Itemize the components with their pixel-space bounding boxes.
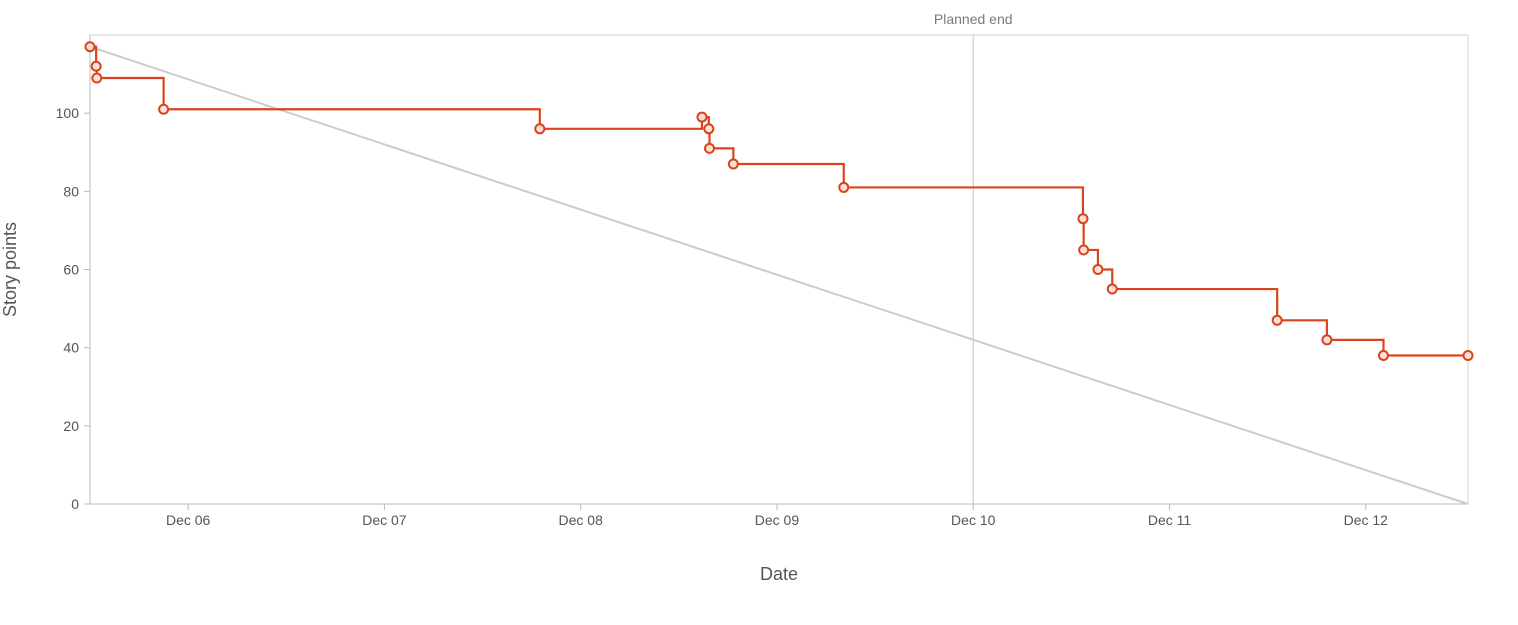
x-tick-label: Dec 12 xyxy=(1344,512,1389,528)
x-tick-label: Dec 06 xyxy=(166,512,211,528)
y-axis-title: Story points xyxy=(0,222,20,317)
y-tick-label: 60 xyxy=(63,262,79,278)
y-tick-label: 80 xyxy=(63,183,79,199)
data-point[interactable] xyxy=(1092,264,1104,275)
data-point[interactable] xyxy=(1377,349,1389,361)
data-point[interactable] xyxy=(1078,244,1090,256)
data-point[interactable] xyxy=(90,60,102,72)
data-point[interactable] xyxy=(1321,334,1333,346)
data-point[interactable] xyxy=(91,72,103,84)
y-tick-label: 100 xyxy=(56,105,80,121)
remaining-work-line xyxy=(90,45,1468,357)
x-axis-title: Date xyxy=(760,564,798,584)
remaining-work-points xyxy=(84,41,1474,361)
x-tick-label: Dec 09 xyxy=(755,512,800,528)
data-point[interactable] xyxy=(727,158,739,170)
data-point[interactable] xyxy=(534,123,546,135)
x-tick-label: Dec 10 xyxy=(951,512,996,528)
data-point[interactable] xyxy=(696,111,708,123)
ideal-burndown-line xyxy=(89,45,1469,505)
y-tick-label: 0 xyxy=(71,496,79,512)
y-tick-label: 40 xyxy=(63,340,79,356)
plot-area-border xyxy=(89,34,1469,505)
y-axis-ticks: 0 20 40 60 80 100 xyxy=(56,105,90,512)
data-point[interactable] xyxy=(1271,314,1283,326)
data-point[interactable] xyxy=(703,123,715,135)
data-point[interactable] xyxy=(158,103,170,115)
x-tick-label: Dec 08 xyxy=(559,512,604,528)
data-point[interactable] xyxy=(1106,283,1118,295)
data-point[interactable] xyxy=(838,181,850,193)
data-point[interactable] xyxy=(84,41,96,53)
y-tick-label: 20 xyxy=(63,418,79,434)
data-point[interactable] xyxy=(1462,349,1474,361)
x-tick-label: Dec 07 xyxy=(362,512,407,528)
data-point[interactable] xyxy=(1077,213,1089,225)
x-axis-ticks: Dec 06 Dec 07 Dec 08 Dec 09 Dec 10 Dec 11 Dec … xyxy=(166,504,1388,528)
planned-end-label: Planned end xyxy=(934,11,1013,27)
x-tick-label: Dec 11 xyxy=(1148,512,1192,528)
data-point[interactable] xyxy=(703,142,715,154)
